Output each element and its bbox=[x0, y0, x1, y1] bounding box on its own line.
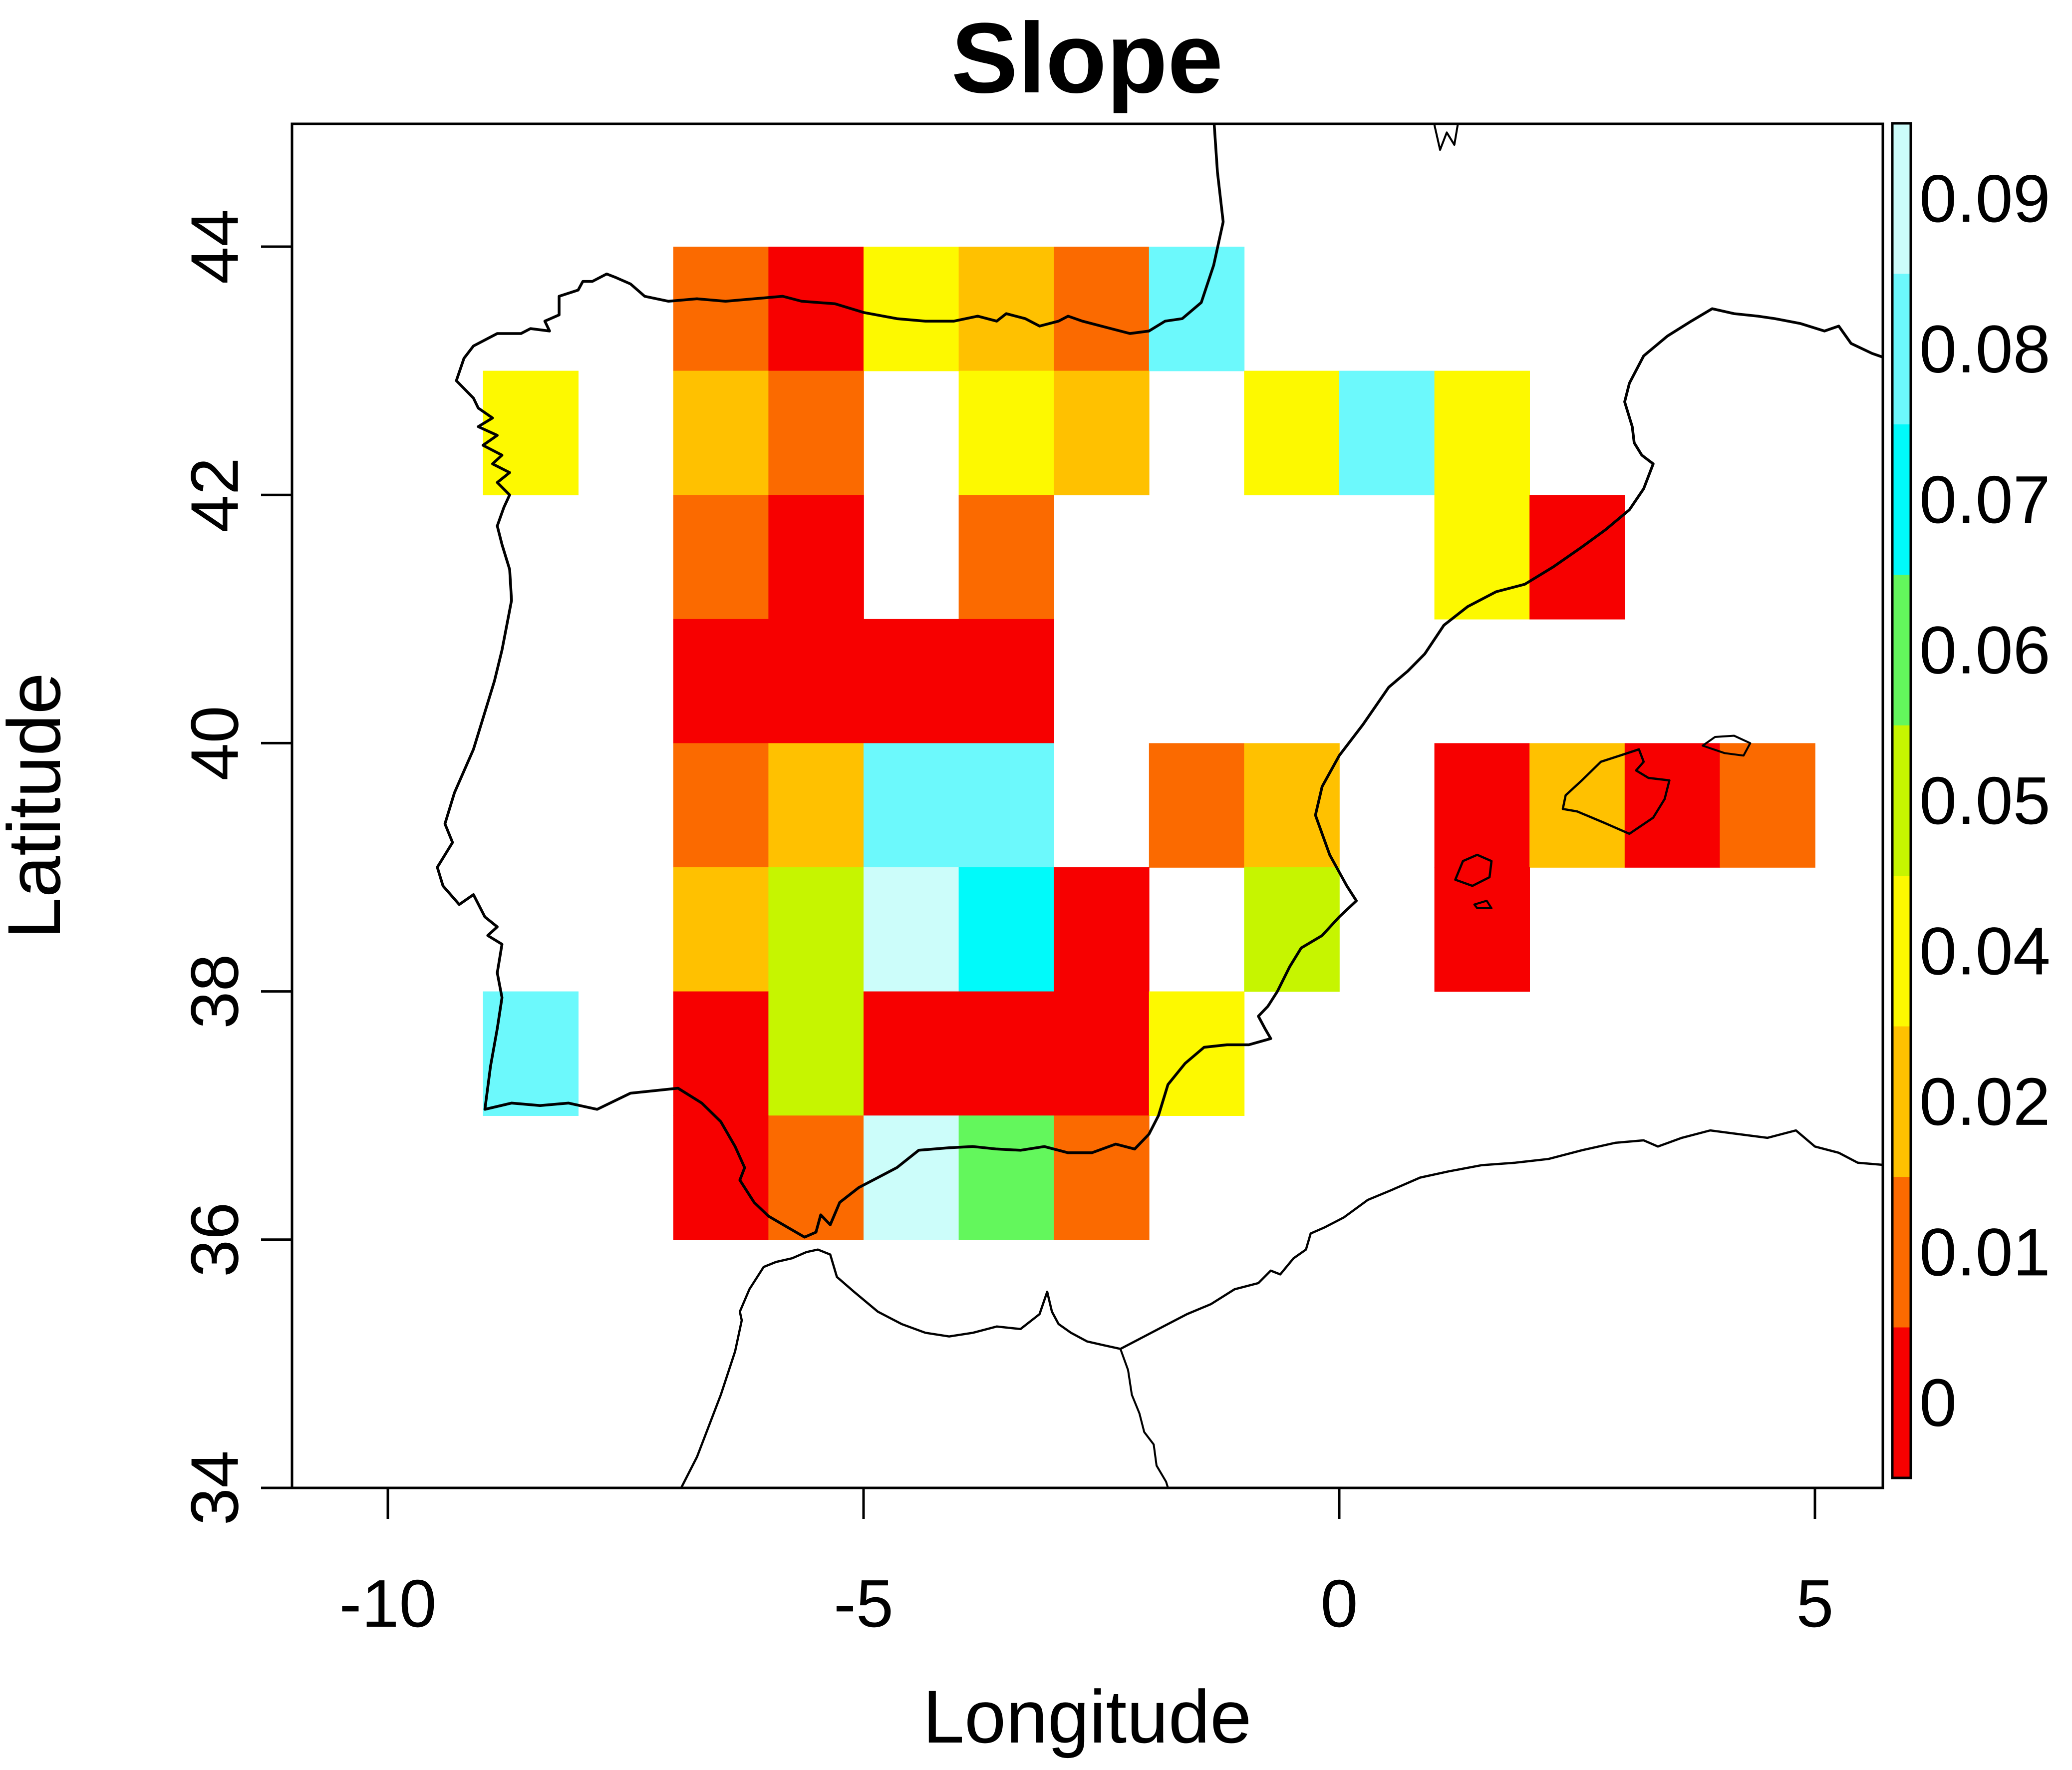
heatmap-cell bbox=[1720, 743, 1815, 868]
colorbar-label: 0.04 bbox=[1919, 913, 2051, 989]
coastline-menorca bbox=[1702, 734, 1752, 757]
plot-frame bbox=[291, 122, 1884, 1489]
heatmap-cell bbox=[1339, 370, 1435, 495]
heatmap-cell bbox=[864, 247, 959, 371]
y-axis-tick-label: 36 bbox=[177, 1202, 253, 1277]
colorbar-label: 0.05 bbox=[1919, 763, 2051, 838]
colorbar-segment bbox=[1892, 1026, 1911, 1177]
heatmap-cell bbox=[673, 370, 769, 495]
colorbar-segment bbox=[1892, 424, 1911, 575]
heatmap-cell bbox=[1529, 495, 1625, 620]
heatmap-cell bbox=[768, 370, 864, 495]
heatmap-cell bbox=[1149, 743, 1245, 868]
heatmap-cell bbox=[864, 991, 959, 1116]
heatmap-cell bbox=[958, 1115, 1054, 1240]
colorbar-label: 0.09 bbox=[1919, 161, 2051, 236]
heatmap-cell bbox=[1054, 1115, 1150, 1240]
y-axis-tick-label: 40 bbox=[177, 706, 253, 780]
heatmap-cell bbox=[1054, 991, 1150, 1116]
y-axis-tick-label: 42 bbox=[177, 457, 253, 532]
y-axis-tick-label: 38 bbox=[177, 954, 253, 1029]
heatmap-cell bbox=[1434, 370, 1530, 495]
colorbar-segment bbox=[1892, 575, 1911, 726]
heatmap-cell bbox=[768, 619, 864, 744]
coastline-gironde-notch bbox=[1433, 124, 1459, 151]
heatmap-cell bbox=[958, 619, 1054, 744]
heatmap-cell bbox=[673, 619, 769, 744]
colorbar-label: 0.02 bbox=[1919, 1064, 2051, 1139]
heatmap-cell bbox=[768, 1115, 864, 1240]
coastline-formentera bbox=[1473, 900, 1492, 909]
heatmap-cell bbox=[673, 1115, 769, 1240]
plot-title: Slope bbox=[951, 2, 1223, 114]
colorbar-label: 0 bbox=[1919, 1365, 1957, 1440]
colorbar-segment bbox=[1892, 1177, 1911, 1328]
colorbar-label: 0.07 bbox=[1919, 462, 2051, 537]
x-axis-tick-label: 0 bbox=[1320, 1566, 1358, 1641]
coastline-africa bbox=[680, 1129, 1883, 1488]
heatmap-cell bbox=[1529, 743, 1625, 868]
colorbar-legend: 0.09 0.08 0.07 0.06 0.05 0.04 0.02 0.01 0 bbox=[1891, 122, 2051, 1479]
heatmap-cell bbox=[864, 619, 959, 744]
x-axis-tick-label: -5 bbox=[834, 1566, 893, 1641]
heatmap-cell bbox=[1434, 867, 1530, 992]
heatmap-cell bbox=[483, 991, 579, 1116]
coastline-morocco-algeria-line bbox=[1119, 1348, 1169, 1488]
colorbar-segment bbox=[1892, 876, 1911, 1027]
colorbar-label: 0.01 bbox=[1919, 1214, 2051, 1290]
heatmap-cells-layer bbox=[483, 247, 1815, 1240]
heatmap-cell bbox=[483, 370, 579, 495]
heatmap-cell bbox=[958, 495, 1054, 620]
heatmap-cell bbox=[1054, 247, 1150, 371]
heatmap-cell bbox=[1244, 867, 1340, 992]
heatmap-cell bbox=[1149, 247, 1245, 371]
y-axis-title: Latitude bbox=[0, 673, 76, 939]
colorbar-label: 0.06 bbox=[1919, 613, 2051, 688]
colorbar-segment bbox=[1892, 725, 1911, 876]
heatmap-cell bbox=[1054, 370, 1150, 495]
colorbar-frame bbox=[1891, 122, 1912, 1479]
heatmap-cell bbox=[673, 495, 769, 620]
y-axis-tick-label: 34 bbox=[177, 1450, 253, 1525]
heatmap-cell bbox=[1244, 743, 1340, 868]
coastline-mallorca bbox=[1561, 748, 1671, 835]
heatmap-cell bbox=[768, 495, 864, 620]
heatmap-cell bbox=[673, 743, 769, 868]
heatmap-cell bbox=[864, 743, 959, 868]
heatmap-cell bbox=[958, 743, 1054, 868]
heatmap-cell bbox=[864, 867, 959, 992]
heatmap-cell bbox=[958, 991, 1054, 1116]
heatmap-cell bbox=[673, 991, 769, 1116]
colorbar-segment bbox=[1892, 1327, 1911, 1478]
y-axis-tick-label: 44 bbox=[177, 209, 253, 284]
x-axis-tick-label: -10 bbox=[339, 1566, 436, 1641]
coastline-ibiza bbox=[1454, 853, 1493, 887]
heatmap-cell bbox=[1434, 495, 1530, 620]
x-axis-title: Longitude bbox=[923, 1675, 1252, 1759]
colorbar-label: 0.08 bbox=[1919, 312, 2051, 387]
heatmap-cell bbox=[1054, 867, 1150, 992]
heatmap-cell bbox=[1244, 370, 1340, 495]
heatmap-cell bbox=[673, 867, 769, 992]
heatmap-cell bbox=[768, 743, 864, 868]
heatmap-cell bbox=[1624, 743, 1721, 868]
colorbar-segment bbox=[1892, 123, 1911, 275]
heatmap-cell bbox=[673, 247, 769, 371]
heatmap-cell bbox=[1434, 743, 1530, 868]
x-axis-tick-label: 5 bbox=[1796, 1566, 1833, 1641]
heatmap-cell bbox=[958, 370, 1054, 495]
coastline-layer bbox=[436, 124, 1883, 1488]
colorbar-segment bbox=[1892, 274, 1911, 425]
coastline-iberia-france bbox=[436, 124, 1883, 1239]
heatmap-cell bbox=[958, 867, 1054, 992]
heatmap-cell bbox=[768, 867, 864, 992]
heatmap-cell bbox=[768, 991, 864, 1116]
axis-layer: -10 -5 0 5 44 42 40 38 36 34 bbox=[177, 209, 1834, 1641]
heatmap-cell bbox=[958, 247, 1054, 371]
